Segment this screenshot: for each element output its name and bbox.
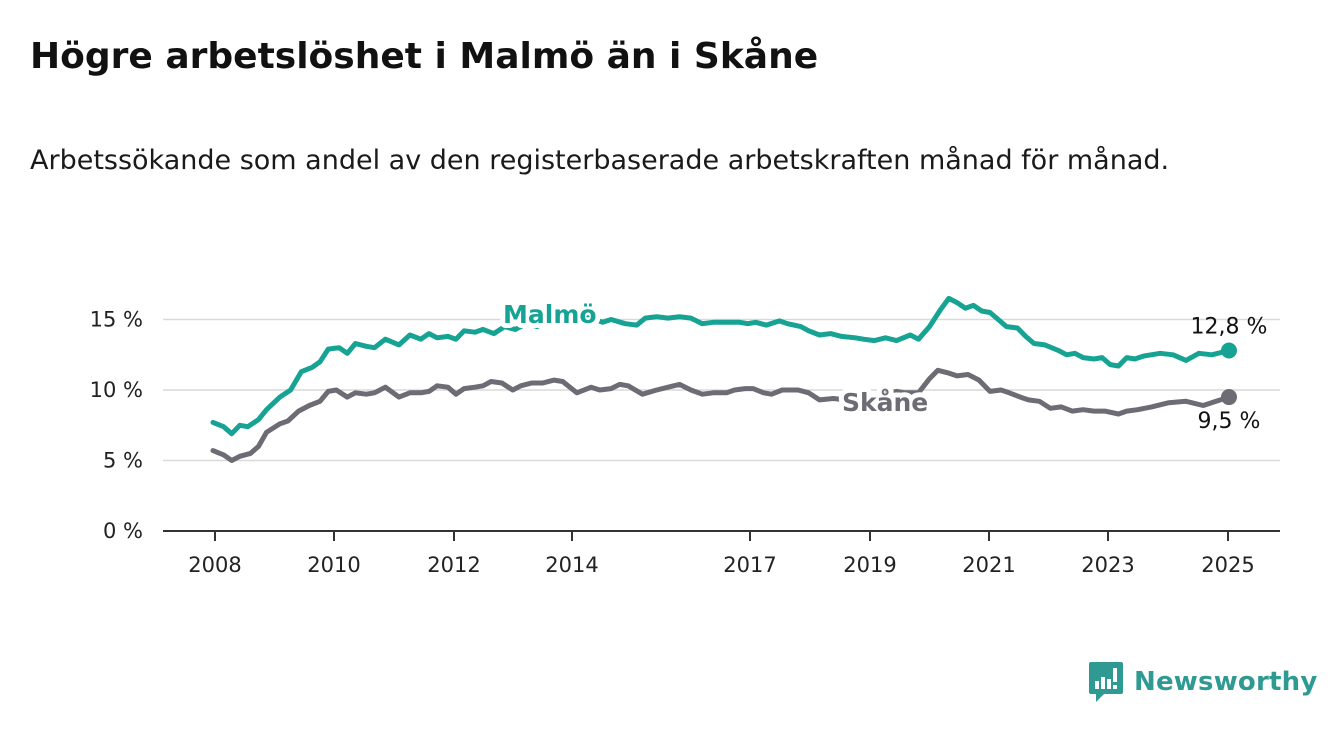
gridlines: 0 % 5 % 10 % 15 %	[90, 308, 1280, 543]
x-axis: 2008 2010 2012 2014 2017 2019 2021 2023 2025	[163, 530, 1280, 577]
brand-logo: Newsworthy	[1088, 660, 1317, 704]
x-tick-label: 2014	[545, 553, 598, 577]
x-tick-label: 2019	[843, 553, 896, 577]
series-label-halo-skane: Skåne	[842, 388, 928, 417]
series-label-malmo: Malmö	[503, 300, 597, 329]
y-tick-label: 5 %	[103, 449, 143, 473]
x-tick-label: 2012	[427, 553, 480, 577]
x-tick-label: 2010	[307, 553, 360, 577]
y-tick-label: 0 %	[103, 519, 143, 543]
y-tick-label: 10 %	[90, 378, 143, 402]
end-value-label-skane: 9,5 %	[1198, 409, 1261, 434]
end-value-label-malmo: 12,8 %	[1191, 315, 1268, 340]
x-tick-label: 2025	[1201, 553, 1254, 577]
series-lines	[210, 295, 1237, 463]
x-tick-label: 2017	[723, 553, 776, 577]
series-label-halo-malmo: Malmö	[503, 300, 597, 329]
series-label-skane: Skåne	[842, 388, 928, 417]
chart-subtitle: Arbetssökande som andel av den registerb…	[30, 145, 1170, 176]
x-tick-label: 2023	[1081, 553, 1134, 577]
end-marker-skane	[1221, 389, 1237, 406]
end-marker-malmo	[1221, 342, 1237, 359]
x-tick-label: 2021	[962, 553, 1015, 577]
y-tick-label: 15 %	[90, 308, 143, 332]
chart-title: Högre arbetslöshet i Malmö än i Skåne	[30, 36, 819, 77]
series-line-skane	[210, 367, 1232, 463]
newsworthy-logo-icon	[1089, 662, 1123, 702]
brand-name: Newsworthy	[1134, 667, 1318, 697]
series-line-malmo	[210, 295, 1232, 437]
x-tick-label: 2008	[188, 553, 241, 577]
